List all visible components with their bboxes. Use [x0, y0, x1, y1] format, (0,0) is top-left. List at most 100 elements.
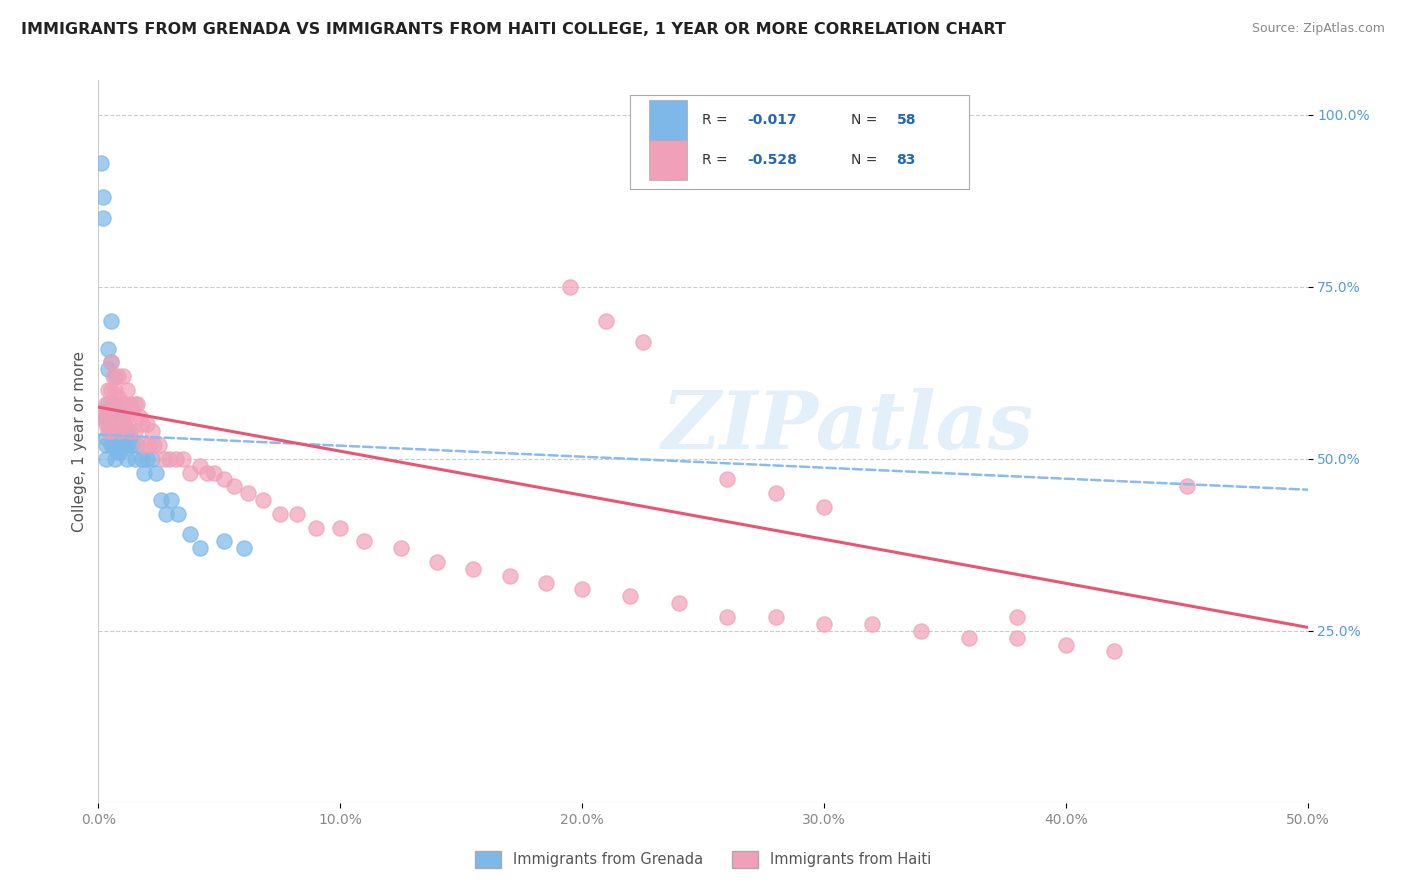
Point: [285, 507, 308, 521]
Point: [1007, 631, 1029, 645]
Point: [167, 507, 190, 521]
Point: [910, 624, 932, 638]
Point: [121, 403, 143, 417]
Point: [143, 438, 166, 452]
Point: [131, 451, 153, 466]
Point: [101, 417, 124, 432]
Text: R =: R =: [702, 113, 731, 127]
FancyBboxPatch shape: [648, 100, 688, 140]
Point: [212, 472, 235, 486]
Point: [111, 397, 134, 411]
Point: [108, 397, 131, 411]
Point: [118, 397, 141, 411]
Point: [124, 424, 146, 438]
Point: [353, 534, 375, 549]
Point: [94, 410, 117, 425]
Point: [127, 397, 149, 411]
Point: [117, 451, 139, 466]
Point: [232, 541, 254, 556]
Point: [104, 424, 127, 438]
Text: -0.017: -0.017: [748, 113, 797, 127]
Point: [305, 520, 328, 534]
Point: [94, 431, 117, 445]
Point: [155, 507, 177, 521]
Point: [165, 451, 187, 466]
Point: [389, 541, 412, 556]
Point: [107, 445, 129, 459]
Point: [97, 362, 120, 376]
Point: [107, 417, 129, 432]
Point: [107, 369, 129, 384]
Point: [957, 631, 980, 645]
Point: [107, 417, 129, 432]
Point: [101, 369, 124, 384]
Point: [426, 555, 449, 569]
Point: [150, 493, 173, 508]
Point: [160, 493, 183, 508]
Text: N =: N =: [851, 153, 882, 167]
Point: [157, 451, 180, 466]
Point: [860, 616, 883, 631]
Point: [100, 438, 122, 452]
Point: [111, 410, 134, 425]
Point: [108, 431, 131, 445]
Point: [131, 417, 153, 432]
Point: [114, 424, 136, 438]
Text: -0.528: -0.528: [748, 153, 797, 167]
Point: [135, 417, 157, 432]
Point: [668, 596, 690, 610]
Point: [100, 355, 122, 369]
Point: [114, 438, 136, 452]
Point: [463, 562, 485, 576]
Point: [97, 403, 120, 417]
Point: [101, 397, 124, 411]
Point: [90, 410, 112, 425]
Point: [104, 403, 127, 417]
Point: [124, 397, 146, 411]
Point: [100, 355, 122, 369]
Point: [121, 438, 143, 452]
Point: [1007, 610, 1029, 624]
Point: [813, 500, 835, 514]
Point: [100, 424, 122, 438]
Point: [117, 410, 139, 425]
Point: [101, 410, 124, 425]
Text: IMMIGRANTS FROM GRENADA VS IMMIGRANTS FROM HAITI COLLEGE, 1 YEAR OR MORE CORRELA: IMMIGRANTS FROM GRENADA VS IMMIGRANTS FR…: [21, 22, 1005, 37]
FancyBboxPatch shape: [648, 140, 688, 179]
Point: [94, 417, 117, 432]
Y-axis label: College, 1 year or more: College, 1 year or more: [72, 351, 87, 532]
Point: [179, 466, 201, 480]
Point: [152, 451, 174, 466]
Point: [90, 156, 112, 170]
Point: [716, 610, 738, 624]
Point: [117, 383, 139, 397]
Point: [104, 369, 127, 384]
Point: [97, 397, 120, 411]
Point: [111, 438, 134, 452]
Text: ZIPatlas: ZIPatlas: [662, 388, 1035, 466]
Point: [1175, 479, 1198, 493]
Point: [716, 472, 738, 486]
Point: [94, 397, 117, 411]
Point: [101, 438, 124, 452]
Point: [124, 451, 146, 466]
Point: [329, 520, 352, 534]
Point: [765, 610, 787, 624]
Point: [97, 417, 120, 432]
Point: [108, 417, 131, 432]
Point: [114, 397, 136, 411]
Point: [108, 445, 131, 459]
Point: [188, 458, 211, 473]
Point: [100, 424, 122, 438]
Point: [498, 568, 520, 582]
Point: [212, 534, 235, 549]
Point: [252, 493, 274, 508]
Point: [138, 438, 160, 452]
Point: [631, 334, 654, 349]
FancyBboxPatch shape: [630, 95, 969, 189]
Point: [238, 486, 260, 500]
Point: [172, 451, 194, 466]
Point: [595, 314, 617, 328]
Point: [104, 438, 127, 452]
Point: [141, 424, 163, 438]
